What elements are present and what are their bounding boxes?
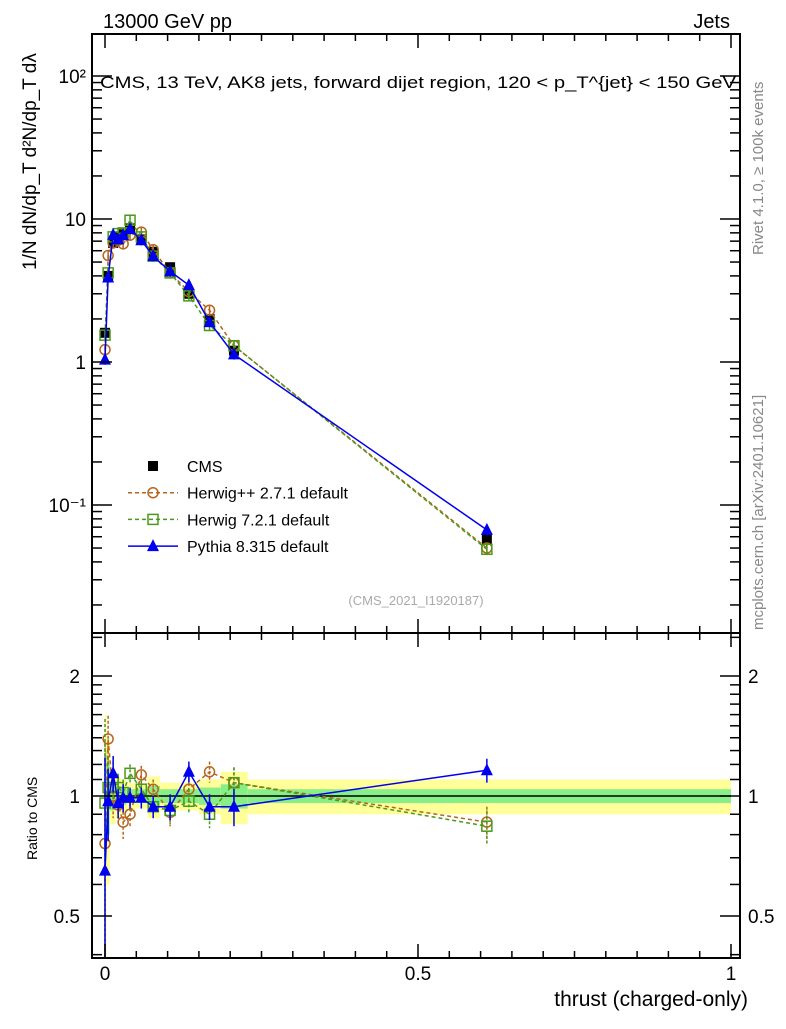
- y-tick-label: 1: [75, 353, 86, 374]
- data-point-pythia-8-315-default: [147, 249, 160, 262]
- rivet-label: Rivet 4.1.0, ≥ 100k events: [750, 82, 767, 255]
- ratio-point-pythia-8-315-default: [147, 799, 160, 812]
- legend-label-herwig-2-7-1-default: Herwig++ 2.7.1 default: [187, 486, 349, 503]
- legend-marker-herwig-7-2-1-default: [147, 513, 159, 526]
- data-point-pythia-8-315-default: [117, 228, 130, 241]
- ratio-point-herwig-2-7-1-default: [203, 766, 216, 778]
- ratio-point-herwig-7-2-1-default: [228, 776, 240, 789]
- ratio-point-pythia-8-315-default: [203, 799, 216, 812]
- legend-marker-herwig-2-7-1-default: [147, 486, 159, 499]
- x-axis-label: thrust (charged-only): [554, 988, 748, 1011]
- x-tick-label: 0.5: [405, 964, 431, 985]
- ratio-point-pythia-8-315-default: [182, 764, 195, 777]
- data-point-pythia-8-315-default: [227, 347, 240, 360]
- data-point-herwig-2-7-1-default: [102, 249, 114, 262]
- plot-title: CMS, 13 TeV, AK8 jets, forward dijet reg…: [100, 73, 737, 92]
- ratio-y-axis-label: Ratio to CMS: [24, 777, 40, 860]
- data-point-pythia-8-315-default: [135, 233, 148, 246]
- ratio-tick-label-right: 1: [748, 787, 759, 808]
- ratio-point-pythia-8-315-default: [102, 794, 115, 807]
- legend: CMS Herwig++ 2.7.1 default Herwig 7.2.1 de…: [128, 459, 349, 556]
- ratio-point-pythia-8-315-default: [107, 766, 120, 779]
- header-left: 13000 GeV pp: [103, 11, 232, 33]
- ratio-point-pythia-8-315-default: [135, 790, 148, 803]
- data-point-pythia-8-315-default: [203, 315, 216, 328]
- data-point-pythia-8-315-default: [102, 270, 115, 283]
- data-point-pythia-8-315-default: [480, 522, 493, 535]
- data-point-cms: [481, 533, 492, 544]
- x-tick-label: 0: [100, 964, 111, 985]
- y-tick-label: 10⁻¹: [49, 496, 87, 517]
- mcplots-label: mcplots.cern.ch [arXiv:2401.10621]: [750, 395, 767, 630]
- header-right: Jets: [693, 11, 730, 33]
- data-point-herwig-7-2-1-default: [481, 543, 493, 556]
- data-point-pythia-8-315-default: [124, 222, 137, 235]
- legend-marker-pythia-8-315-default: [147, 539, 159, 552]
- ratio-point-herwig-7-2-1-default: [481, 820, 493, 832]
- watermark: (CMS_2021_I1920187): [348, 593, 483, 608]
- ratio-point-herwig-7-2-1-default: [124, 767, 136, 780]
- ratio-tick-label-left: 1: [69, 787, 80, 808]
- legend-label-herwig-7-2-1-default: Herwig 7.2.1 default: [187, 512, 330, 529]
- ratio-point-pythia-8-315-default: [227, 799, 240, 812]
- legend-label-cms: CMS: [187, 459, 223, 476]
- ratio-point-herwig-2-7-1-default: [102, 733, 114, 745]
- ratio-tick-label-left: 2: [69, 667, 80, 688]
- ratio-point-herwig-2-7-1-default: [124, 808, 136, 820]
- x-tick-label: 1: [726, 964, 737, 985]
- legend-label-pythia-8-315-default: Pythia 8.315 default: [187, 539, 329, 556]
- ratio-point-pythia-8-315-default: [164, 799, 177, 812]
- data-point-pythia-8-315-default: [99, 352, 111, 365]
- ratio-tick-label-right: 0.5: [748, 907, 774, 928]
- ratio-point-herwig-7-2-1-default: [183, 795, 195, 808]
- legend-marker-cms: [148, 461, 158, 471]
- y-axis-label: 1/N dN/dp_T d²N/dp_T dλ: [20, 53, 41, 270]
- ratio-tick-label-left: 0.5: [54, 907, 80, 928]
- ratio-point-pythia-8-315-default: [99, 863, 111, 876]
- y-tick-label: 10²: [59, 67, 86, 88]
- ratio-tick-label-right: 2: [748, 667, 759, 688]
- y-tick-label: 10: [65, 210, 86, 231]
- ratio-point-pythia-8-315-default: [124, 790, 137, 803]
- ratio-point-herwig-2-7-1-default: [117, 816, 129, 828]
- data-point-pythia-8-315-default: [182, 278, 195, 291]
- ratio-point-herwig-2-7-1-default: [147, 783, 159, 795]
- data-point-pythia-8-315-default: [164, 264, 177, 277]
- data-point-herwig-7-2-1-default: [183, 290, 195, 302]
- ratio-point-pythia-8-315-default: [480, 763, 493, 776]
